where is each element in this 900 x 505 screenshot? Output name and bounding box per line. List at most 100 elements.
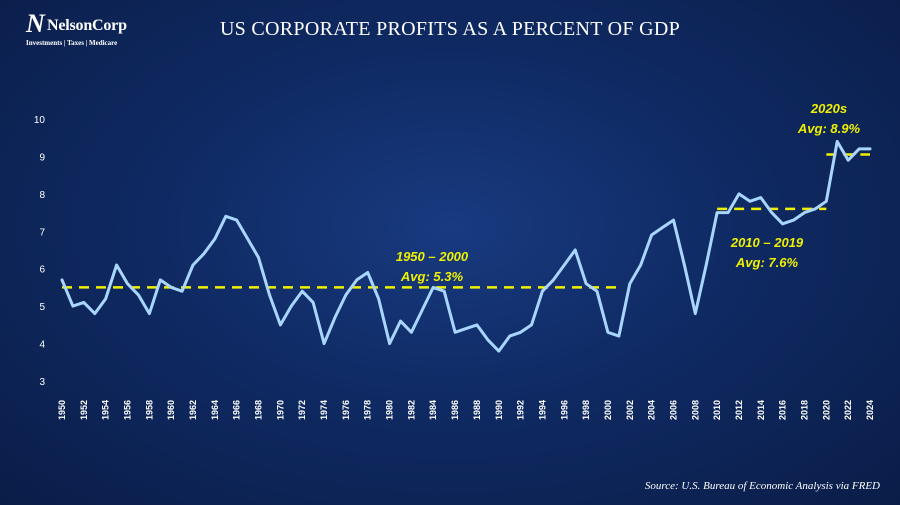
data-point <box>715 211 719 214</box>
data-point <box>191 263 195 267</box>
data-point <box>705 263 708 267</box>
y-tick-label: 9 <box>39 152 45 163</box>
average-range-label: 2010 – 2019 <box>730 235 804 250</box>
y-tick-label: 5 <box>39 302 45 313</box>
data-point <box>290 304 293 308</box>
x-tick-label: 1980 <box>385 400 395 420</box>
data-point <box>169 286 173 289</box>
chart-title: US CORPORATE PROFITS AS A PERCENT OF GDP <box>219 18 681 40</box>
data-point <box>661 226 664 229</box>
data-point <box>333 316 337 319</box>
x-tick-label: 1962 <box>188 400 198 420</box>
data-point <box>814 207 817 211</box>
x-tick-label: 2000 <box>603 400 613 420</box>
data-point <box>224 215 227 218</box>
data-point <box>410 331 413 334</box>
data-point <box>573 248 577 252</box>
logo-tagline: Investments | Taxes | Medicare <box>26 39 118 47</box>
x-tick-label: 1958 <box>144 400 154 420</box>
data-point <box>475 323 479 327</box>
data-point <box>159 278 162 282</box>
x-tick-label: 2020 <box>821 400 831 420</box>
data-point <box>464 327 468 330</box>
data-point <box>748 200 752 203</box>
data-point <box>344 293 348 297</box>
x-tick-label: 2004 <box>647 400 657 420</box>
x-tick-label: 2006 <box>668 400 678 420</box>
y-tick-label: 4 <box>39 340 45 351</box>
data-point <box>453 331 457 334</box>
nelsoncorp-logo: N NelsonCorp Investments | Taxes | Medic… <box>22 10 147 50</box>
x-tick-label: 2022 <box>843 400 853 420</box>
data-point <box>595 289 599 293</box>
x-tick-label: 2018 <box>799 400 809 420</box>
data-point <box>617 334 621 338</box>
y-tick-label: 10 <box>34 115 46 126</box>
source-note: Source: U.S. Bureau of Economic Analysis… <box>644 480 880 492</box>
x-tick-label: 1996 <box>559 400 569 420</box>
x-tick-label: 1952 <box>79 400 89 420</box>
x-tick-label: 1990 <box>494 400 504 420</box>
data-point <box>442 289 446 293</box>
data-point <box>279 323 282 327</box>
x-tick-label: 1994 <box>537 400 547 420</box>
data-point <box>694 312 697 315</box>
average-value-label: Avg: 8.9% <box>797 121 861 136</box>
data-point <box>486 338 490 342</box>
data-point <box>541 289 544 293</box>
data-point <box>355 278 359 282</box>
data-point <box>508 334 511 338</box>
data-point <box>137 293 140 297</box>
x-tick-label: 1974 <box>319 400 329 420</box>
y-tick-label: 7 <box>39 227 45 238</box>
x-tick-label: 1954 <box>101 400 111 420</box>
data-point <box>628 282 631 285</box>
x-tick-label: 2010 <box>712 400 722 420</box>
data-point <box>650 233 653 237</box>
x-tick-label: 1976 <box>341 400 351 420</box>
y-axis: 3 4 5 6 7 8 9 10 <box>34 115 46 388</box>
average-value-label: Avg: 7.6% <box>735 255 799 270</box>
average-range-label: 1950 – 2000 <box>396 249 469 264</box>
data-point <box>104 297 107 300</box>
data-point <box>825 200 828 203</box>
x-tick-label: 1968 <box>254 400 264 420</box>
x-tick-label: 1970 <box>275 400 285 420</box>
x-tick-label: 1978 <box>363 400 373 420</box>
data-point <box>235 218 238 222</box>
data-point <box>497 349 500 353</box>
logo-mark: N <box>26 9 45 38</box>
x-tick-label: 2024 <box>865 400 875 420</box>
x-tick-label: 1992 <box>516 400 526 420</box>
y-tick-label: 6 <box>39 265 45 276</box>
data-point <box>683 263 686 267</box>
data-point <box>836 140 839 143</box>
data-point <box>726 211 730 214</box>
x-tick-label: 2012 <box>734 400 744 420</box>
data-point <box>115 263 118 267</box>
data-point <box>180 289 184 293</box>
data-point <box>388 342 391 345</box>
y-tick-label: 8 <box>39 190 45 201</box>
x-tick-label: 2008 <box>690 400 700 420</box>
data-point <box>82 301 86 304</box>
x-tick-label: 1986 <box>450 400 460 420</box>
data-point <box>519 331 522 334</box>
average-range-label: 2020s <box>810 101 847 116</box>
series-group <box>60 140 872 353</box>
data-point <box>148 312 151 315</box>
data-point <box>366 271 369 274</box>
data-point <box>60 278 64 282</box>
data-point <box>803 211 806 214</box>
x-tick-label: 2002 <box>625 400 635 420</box>
data-point <box>857 147 861 151</box>
data-point <box>563 263 566 267</box>
data-point <box>377 297 380 300</box>
data-point <box>399 319 402 323</box>
x-tick-label: 1950 <box>57 400 67 420</box>
y-tick-label: 3 <box>39 377 45 388</box>
data-point <box>639 263 642 267</box>
data-point <box>311 301 315 304</box>
data-point <box>268 293 271 297</box>
